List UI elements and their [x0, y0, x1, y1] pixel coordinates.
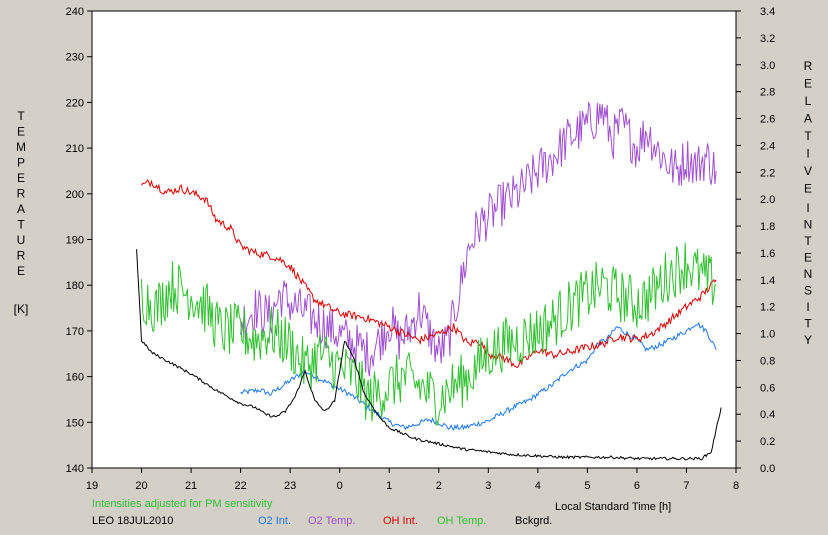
y-right-tick-label: 2.6: [760, 114, 775, 126]
y-left-title-letter: U: [17, 233, 26, 247]
y-right-tick-label: 3.4: [760, 6, 775, 18]
y-right-tick-label: 0.6: [760, 382, 775, 394]
y-left-title-letter: R: [17, 187, 26, 201]
series-line-oh-int: [141, 179, 717, 368]
x-tick-label: 21: [185, 480, 197, 492]
series-line-o2-temp: [240, 100, 717, 377]
y-right-title-letter: R: [804, 59, 813, 73]
y-right-title-letter: I: [806, 300, 809, 314]
y-right-tick-label: 2.2: [760, 167, 775, 179]
x-tick-label: 19: [86, 480, 98, 492]
y-right-tick-label: 3.2: [760, 33, 775, 45]
y-right-title-letter: N: [804, 218, 813, 232]
y-right-title-letter: I: [806, 201, 809, 215]
y-left-title-letter: M: [16, 140, 26, 154]
y-right-tick-label: 0.8: [760, 355, 775, 367]
y-right-title-letter: N: [804, 267, 813, 281]
x-tick-label: 7: [683, 480, 689, 492]
y-left-tick-label: 140: [66, 463, 84, 475]
x-tick-label: 23: [284, 480, 296, 492]
y-right-tick-label: 0.0: [760, 463, 775, 475]
y-left-title-letter: E: [17, 171, 25, 185]
y-right-title-letter: Y: [804, 333, 812, 347]
x-tick-label: 1: [386, 480, 392, 492]
legend-o2-temp: O2 Temp.: [308, 515, 356, 527]
y-left-title-letter: T: [17, 109, 25, 123]
y-left-title-letter: R: [17, 249, 26, 263]
ticks-layer: 19 20 21 22 23 0 1 2 3 4 5 6 7 8140150160170180190200…: [66, 6, 776, 492]
x-tick-label: 8: [733, 480, 739, 492]
series-line-oh-temp: [141, 242, 717, 426]
y-left-title-letter: T: [17, 218, 25, 232]
y-left-tick-label: 190: [66, 235, 84, 247]
y-left-tick-label: 220: [66, 97, 84, 109]
y-right-title-letter: V: [804, 164, 812, 178]
y-right-tick-label: 3.0: [760, 60, 775, 72]
y-right-tick-label: 1.8: [760, 221, 775, 233]
y-left-tick-label: 160: [66, 372, 84, 384]
y-right-tick-label: 2.4: [760, 140, 775, 152]
y-left-tick-label: 180: [66, 280, 84, 292]
series-line-bckgrd: [136, 249, 722, 461]
y-right-title-letter: A: [804, 112, 812, 126]
y-right-title-letter: E: [804, 182, 812, 196]
y-right-title-letter: T: [804, 234, 812, 248]
x-tick-label: 2: [436, 480, 442, 492]
legend-oh-temp: OH Temp.: [437, 515, 486, 527]
y-left-title-letter: A: [17, 202, 25, 216]
y-right-title-letter: E: [804, 251, 812, 265]
y-right-title-letter: T: [804, 129, 812, 143]
y-left-title-letter: E: [17, 264, 25, 278]
x-tick-label: 20: [135, 480, 147, 492]
y-right-tick-label: 2.8: [760, 87, 775, 99]
x-tick-label: 4: [535, 480, 541, 492]
legend-o2-int: O2 Int.: [258, 515, 291, 527]
note-text: Intensities adjusted for PM sensitivity: [92, 498, 273, 510]
y-right-title-letter: L: [805, 94, 812, 108]
y-left-title-letter: E: [17, 125, 25, 139]
y-left-tick-label: 170: [66, 326, 84, 338]
y-right-tick-label: 1.2: [760, 302, 775, 314]
y-left-tick-label: 150: [66, 417, 84, 429]
x-axis-label: Local Standard Time [h]: [555, 501, 671, 513]
y-right-tick-label: 0.2: [760, 436, 775, 448]
y-right-title-letter: E: [804, 77, 812, 91]
y-right-tick-label: 1.0: [760, 329, 775, 341]
y-left-title-letter: P: [17, 156, 25, 170]
x-tick-label: 22: [234, 480, 246, 492]
y-left-tick-label: 240: [66, 6, 84, 18]
y-left-unit: [K]: [14, 302, 29, 316]
y-right-tick-label: 0.4: [760, 409, 775, 421]
y-left-tick-label: 200: [66, 189, 84, 201]
x-tick-label: 6: [634, 480, 640, 492]
y-right-title-letter: T: [804, 317, 812, 331]
y-right-tick-label: 1.4: [760, 275, 775, 287]
plot-area: [91, 10, 737, 469]
x-tick-label: 3: [485, 480, 491, 492]
series-layer: [136, 100, 722, 461]
x-tick-label: 0: [337, 480, 343, 492]
legend-oh-int: OH Int.: [383, 515, 418, 527]
station-label: LEO 18JUL2010: [92, 515, 173, 527]
y-right-tick-label: 1.6: [760, 248, 775, 260]
x-tick-label: 5: [584, 480, 590, 492]
y-right-tick-label: 2.0: [760, 194, 775, 206]
y-left-tick-label: 230: [66, 52, 84, 64]
y-left-tick-label: 210: [66, 143, 84, 155]
legend-bckgrd: Bckgrd.: [515, 515, 552, 527]
y-right-title-letter: S: [804, 284, 812, 298]
y-right-title-letter: I: [806, 147, 809, 161]
